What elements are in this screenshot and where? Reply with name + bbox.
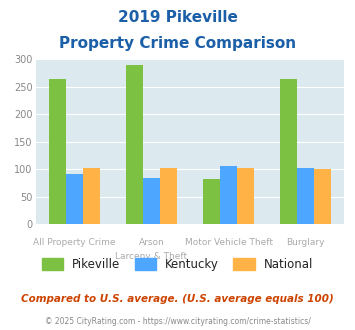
Bar — [83, 168, 100, 224]
Text: Burglary: Burglary — [286, 238, 325, 247]
Text: © 2025 CityRating.com - https://www.cityrating.com/crime-statistics/: © 2025 CityRating.com - https://www.city… — [45, 317, 310, 326]
Text: Motor Vehicle Theft: Motor Vehicle Theft — [185, 238, 273, 247]
Bar — [160, 168, 177, 224]
Bar — [314, 169, 331, 224]
Bar — [237, 168, 254, 224]
Bar — [49, 79, 66, 224]
Text: Property Crime Comparison: Property Crime Comparison — [59, 36, 296, 51]
Text: 2019 Pikeville: 2019 Pikeville — [118, 10, 237, 25]
Bar — [126, 65, 143, 224]
Bar — [280, 79, 297, 224]
Text: Arson: Arson — [138, 238, 164, 247]
Text: Compared to U.S. average. (U.S. average equals 100): Compared to U.S. average. (U.S. average … — [21, 294, 334, 304]
Bar — [203, 179, 220, 224]
Bar — [220, 166, 237, 224]
Bar — [66, 174, 83, 224]
Bar — [297, 168, 314, 224]
Legend: Pikeville, Kentucky, National: Pikeville, Kentucky, National — [42, 258, 313, 271]
Text: Larceny & Theft: Larceny & Theft — [115, 252, 187, 261]
Text: All Property Crime: All Property Crime — [33, 238, 115, 247]
Bar — [143, 178, 160, 224]
